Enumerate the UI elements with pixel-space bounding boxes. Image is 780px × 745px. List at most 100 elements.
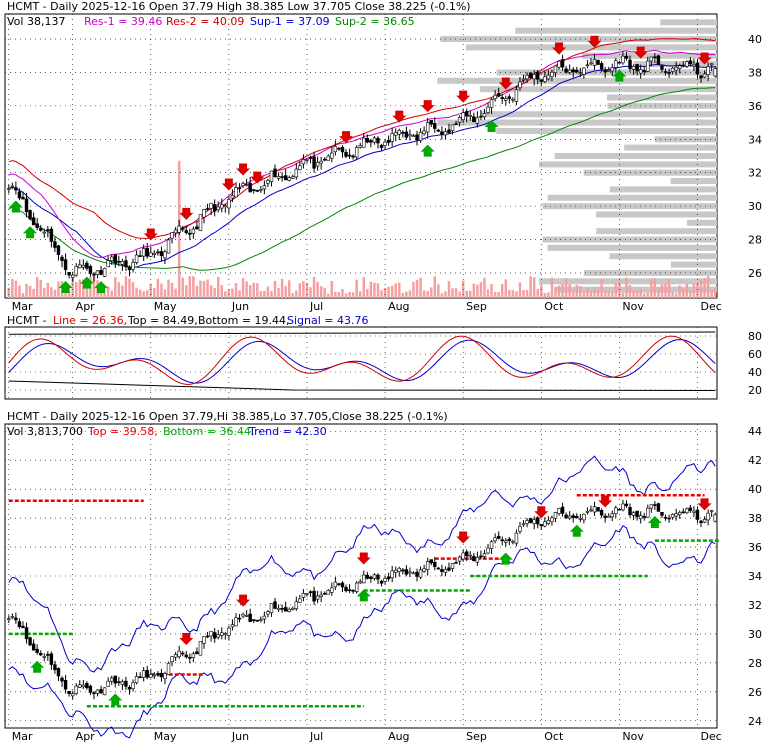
candle-body [170,656,174,662]
volume-bar [660,283,664,298]
oscillator-line [8,335,716,385]
candle-body [56,245,61,255]
buy-arrow [58,281,73,294]
axis-labels: Mar Mar Apr Apr May May Jun Jun Jul Jul Aug Aug Sep S… [12,33,762,743]
candle-body [53,664,57,671]
candle-body [351,155,355,158]
volume-bar [525,289,529,298]
candle-body [415,134,419,141]
candle-body [362,137,366,148]
y-tick-label: 42 [748,454,762,467]
volume-profile-bar [496,127,717,134]
volume-bar [469,290,472,298]
candle-body [188,232,192,235]
candle-body [457,556,462,562]
buy-arrow [484,120,499,133]
panel3-volume: Vol 3,813,700 [7,425,83,438]
candle-body [575,69,579,73]
volume-bar [57,281,60,298]
candle-body [369,576,373,579]
candle-body [575,515,579,518]
volume-bar [18,285,21,298]
candle-body [401,569,405,572]
candle-body [31,643,36,651]
candle-body [670,514,675,518]
candle-body [344,151,348,157]
candle-body [42,231,46,234]
candle-body [589,62,593,65]
candle-body [404,569,409,575]
candle-body [631,65,636,70]
candle-body [110,256,114,262]
volume-bar [280,278,284,298]
volume-bar [28,285,32,298]
y-tick-label: 26 [748,686,762,699]
buy-arrow [108,693,123,706]
volume-bar [287,280,291,298]
volume-bar [312,276,316,298]
candle-body [42,656,46,658]
candle-body [496,535,501,539]
volume-bar [337,292,341,298]
candle-body [390,570,394,579]
candle-body [127,686,132,690]
candle-body [454,123,458,125]
bottom-channel-line [8,380,716,392]
candle-body [95,689,100,694]
volume-bar [341,289,344,298]
volume-profile-bar [609,186,717,193]
candle-body [592,59,597,66]
sell-arrow [143,228,158,241]
signal-arrows [8,35,712,294]
volume-bar [53,289,57,298]
month-tick-label: Dec [700,730,721,743]
candle-body [709,63,714,66]
volume-bar [202,281,206,298]
res1-line [8,49,716,259]
buy-arrow [79,276,94,289]
buy-arrow [30,660,45,673]
volume-bar [145,290,149,298]
candle-body [333,146,338,153]
volume-bar [504,279,508,298]
candle-body [312,590,316,602]
candle-body [436,567,441,570]
candle-body [521,523,526,526]
candle-body [383,578,387,582]
candle-body [244,184,249,187]
candle-body [425,561,430,571]
candle-body [457,117,462,123]
volume-bar [508,289,511,298]
volume-bar [706,276,710,298]
volume-bar [447,281,451,298]
candle-body [425,122,430,133]
candle-body [170,232,174,239]
candle-body [493,94,497,99]
volume-bar [78,279,82,298]
candle-body [145,670,149,678]
buy-arrow [420,144,435,157]
candle-body [156,673,160,675]
volume-bar [216,276,220,298]
month-tick-label: Jul [309,730,323,743]
candle-body [372,137,377,143]
candle-body [35,223,39,228]
candle-body [699,520,703,524]
candle-body [500,97,504,99]
candle-body [365,574,370,579]
panel2-line-label: Line = 26.36, [53,314,127,327]
volume-bar [387,286,390,298]
y-tick-label: 32 [748,167,762,180]
candle-body [354,147,359,158]
volume-bar [135,287,138,298]
volume-bar [621,292,625,298]
month-tick-label: May [154,730,177,743]
y-tick-label: 30 [748,628,762,641]
volume-bar [358,291,362,298]
candle-body [24,627,29,640]
candle-body [528,518,533,523]
candle-body [436,129,441,132]
volume-bar [71,277,74,298]
y-tick-label: 26 [748,267,762,280]
candle-body [571,69,575,73]
